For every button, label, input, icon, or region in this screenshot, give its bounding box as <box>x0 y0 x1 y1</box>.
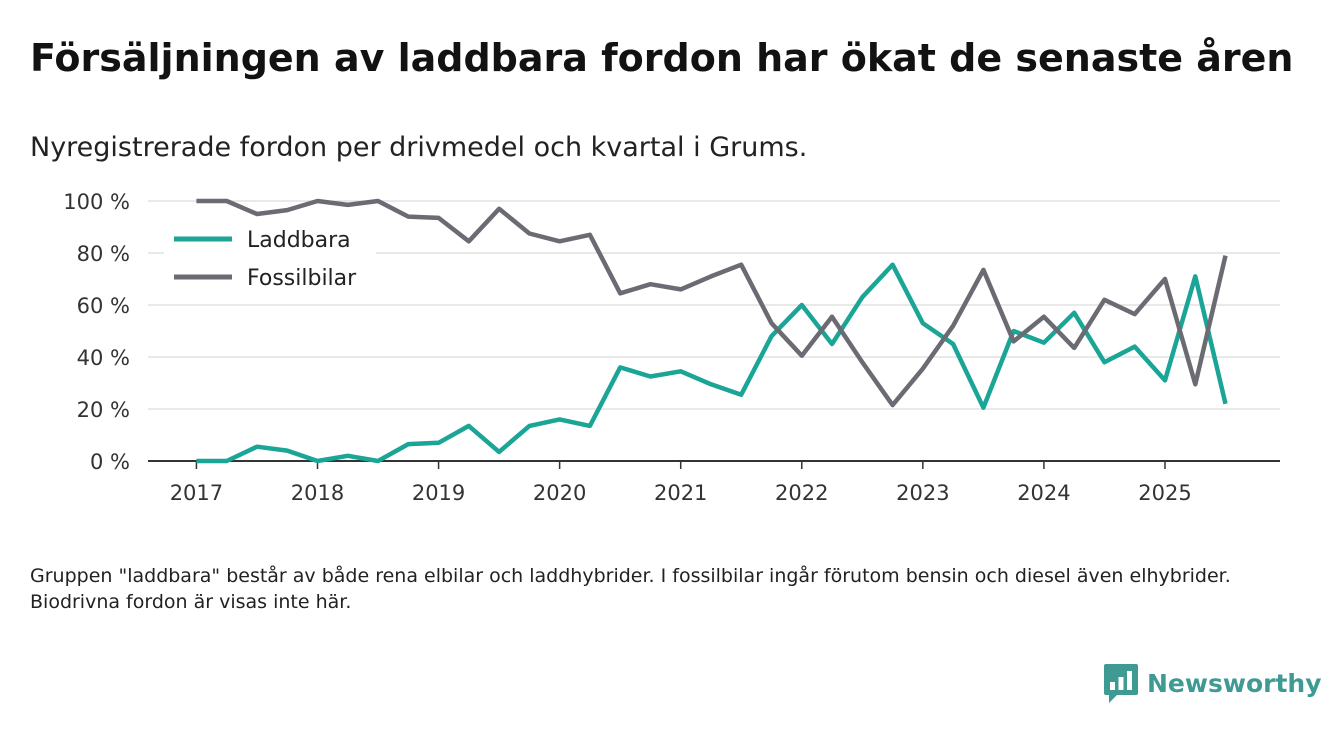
footnote: Gruppen "laddbara" består av både rena e… <box>30 565 1231 613</box>
y-tick-label: 40 % <box>77 346 130 370</box>
x-tick-label: 2025 <box>1138 481 1191 505</box>
brand-logo[interactable]: Newsworthy <box>1103 662 1322 704</box>
x-tick-label: 2018 <box>291 481 344 505</box>
x-axis-ticks: 2017 2018 2019 2020 2021 2022 2023 2024 2025 <box>170 461 1192 505</box>
legend: Laddbara Fossilbilar <box>164 220 376 296</box>
legend-background <box>164 220 376 296</box>
x-tick-label: 2019 <box>412 481 465 505</box>
y-tick-label: 20 % <box>77 398 130 422</box>
y-tick-label: 100 % <box>63 190 130 214</box>
legend-label: Laddbara <box>247 228 351 253</box>
brand-name: Newsworthy <box>1147 668 1322 698</box>
x-tick-label: 2024 <box>1017 481 1070 505</box>
line-chart: 0 % 20 % 40 % 60 % 80 % 100 % 2017 2018 2019 202… <box>63 190 1280 505</box>
y-tick-label: 80 % <box>77 242 130 266</box>
x-tick-label: 2022 <box>775 481 828 505</box>
bar-chart-speech-icon <box>1104 664 1138 703</box>
series-line-fossilbilar <box>196 198 1228 408</box>
legend-label: Fossilbilar <box>247 266 357 291</box>
y-tick-label: 60 % <box>77 294 130 318</box>
x-tick-label: 2017 <box>170 481 223 505</box>
x-tick-label: 2020 <box>533 481 586 505</box>
y-tick-label: 0 % <box>90 450 130 474</box>
x-tick-label: 2023 <box>896 481 949 505</box>
chart-title: Försäljningen av laddbara fordon har öka… <box>30 36 1294 80</box>
y-axis-ticks: 0 % 20 % 40 % 60 % 80 % 100 % <box>63 190 130 474</box>
series-line-laddbara <box>196 262 1228 464</box>
x-tick-label: 2021 <box>654 481 707 505</box>
chart-subtitle: Nyregistrerade fordon per drivmedel och … <box>30 132 808 163</box>
series-lines <box>196 198 1228 464</box>
